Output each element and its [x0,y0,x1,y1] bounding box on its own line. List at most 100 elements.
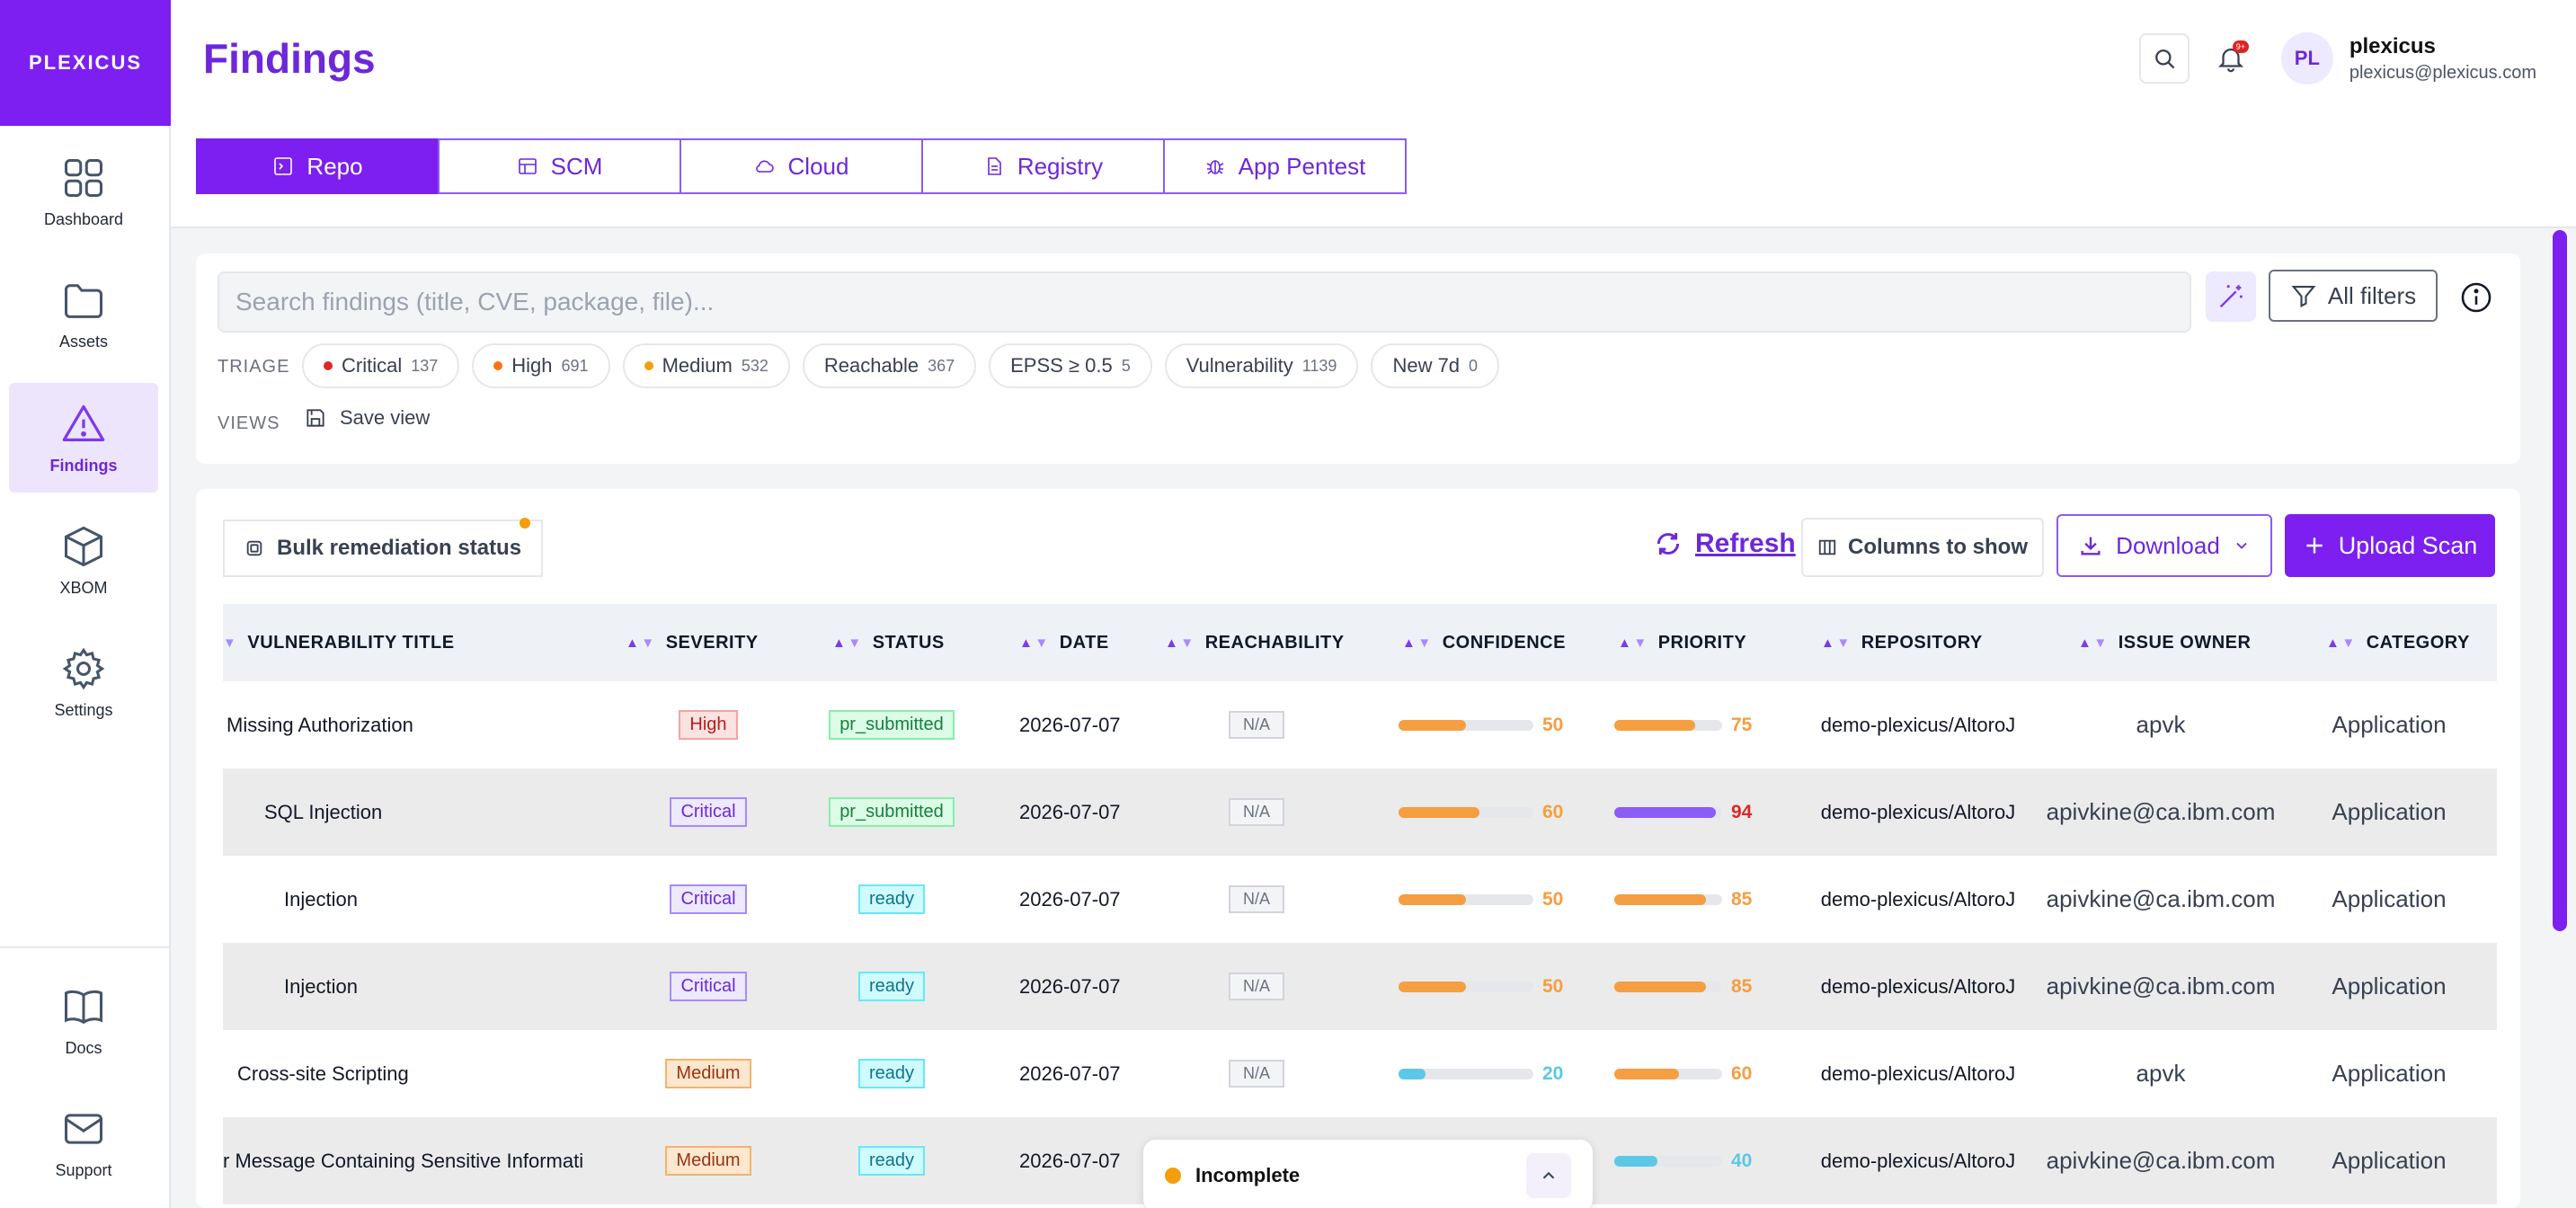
col-reachability[interactable]: ▲ ▼ REACHABILITY [1165,604,1345,681]
col-repository[interactable]: ▲ ▼ REPOSITORY [1821,604,1983,681]
tab-scm[interactable]: SCM [438,138,681,194]
cell-title[interactable]: r Message Containing Sensitive Informati [223,1117,582,1204]
cell-date: 2026-07-07 [1019,681,1145,768]
sort-icon[interactable]: ▲ ▼ [1821,635,1851,651]
upload-scan-button[interactable]: Upload Scan [2285,514,2495,577]
col-severity[interactable]: ▲ ▼ SEVERITY [626,604,759,681]
cell-priority: 75 [1614,681,1821,768]
sidebar-item-dashboard[interactable]: Dashboard [9,137,158,246]
sidebar-item-label: XBOM [59,578,108,597]
table-row[interactable]: Injection Critical ready 2026-07-07 N/A 50 85 d… [223,856,2497,943]
cell-repository[interactable]: demo-plexicus/AltoroJ [1801,856,2035,943]
info-icon[interactable] [2459,280,2493,315]
status-badge: ready [857,972,926,1001]
confidence-value: 20 [1542,1062,1564,1084]
ai-search-button[interactable] [2206,271,2256,322]
chip-vulnerability[interactable]: Vulnerability 1139 [1164,343,1359,388]
cell-date: 2026-07-07 [1019,943,1145,1030]
reachability-badge: N/A [1228,1060,1284,1088]
column-label: VULNERABILITY TITLE [247,632,455,653]
cell-priority: 94 [1614,768,1821,856]
sort-icon[interactable]: ▲ ▼ [2078,635,2108,651]
column-label: DATE [1059,632,1109,653]
user-name: plexicus [2349,33,2436,58]
sidebar-item-label: Support [55,1160,112,1179]
col-status[interactable]: ▲ ▼ STATUS [832,604,945,681]
sidebar-item-docs[interactable]: Docs [9,965,158,1075]
sidebar-item-xbom[interactable]: XBOM [9,505,158,615]
sort-icon[interactable]: ▼ [223,635,237,651]
plus-icon [2306,537,2323,554]
cell-title[interactable]: Missing Authorization [223,681,582,768]
col-issue-owner[interactable]: ▲ ▼ ISSUE OWNER [2078,604,2251,681]
col-category[interactable]: ▲ ▼ CATEGORY [2326,604,2470,681]
cell-repository[interactable]: demo-plexicus/AltoroJ [1801,768,2035,856]
save-view-button[interactable]: Save view [304,406,430,430]
sort-icon[interactable]: ▲ ▼ [832,635,862,651]
page-scrollbar[interactable] [2553,230,2567,931]
bulk-remediation-button[interactable]: Bulk remediation status [223,520,544,577]
table-row[interactable]: SQL Injection Critical pr_submitted 2026-07… [223,768,2497,856]
chip-count: 5 [1121,356,1131,375]
save-view-label: Save view [340,406,431,429]
sort-icon[interactable]: ▲ ▼ [1402,635,1432,651]
layers-icon [246,540,262,556]
status-badge: ready [857,1059,926,1088]
cell-status: ready [793,856,990,943]
refresh-button[interactable]: Refresh [1654,528,1796,559]
col-date[interactable]: ▲ ▼ DATE [1019,604,1109,681]
sort-icon[interactable]: ▲ ▼ [1019,635,1049,651]
chip-new-7d[interactable]: New 7d 0 [1371,343,1500,388]
chip-reachable[interactable]: Reachable 367 [802,343,977,388]
scan-status-popup[interactable]: Incomplete [1143,1140,1593,1208]
cell-title[interactable]: Injection [223,856,582,943]
expand-popup-button[interactable] [1526,1153,1571,1198]
column-label: CATEGORY [2366,632,2470,653]
sort-icon[interactable]: ▲ ▼ [626,635,655,651]
search-input[interactable]: Search findings (title, CVE, package, fi… [218,271,2191,333]
logo[interactable]: PLEXICUS [0,0,171,126]
table-row[interactable]: Injection Critical ready 2026-07-07 N/A 50 85 d… [223,943,2497,1030]
col-confidence[interactable]: ▲ ▼ CONFIDENCE [1402,604,1566,681]
tab-app-pentest[interactable]: App Pentest [1163,138,1407,194]
chip-critical[interactable]: Critical 137 [302,343,460,388]
global-search-button[interactable] [2138,33,2190,84]
cell-repository[interactable]: demo-plexicus/AltoroJ [1801,681,2035,768]
chip-high[interactable]: High 691 [472,343,610,388]
sort-icon[interactable]: ▲ ▼ [2326,635,2356,651]
cell-repository[interactable]: demo-plexicus/AltoroJ [1801,943,2035,1030]
avatar[interactable]: PL [2280,32,2333,84]
download-button[interactable]: Download [2056,514,2272,577]
cell-title[interactable]: SQL Injection [223,768,582,856]
cell-title[interactable]: Cross-site Scripting [223,1030,582,1117]
cell-repository[interactable]: demo-plexicus/AltoroJ [1801,1117,2035,1204]
cell-title[interactable]: Injection [223,943,582,1030]
columns-to-show-button[interactable]: Columns to show [1801,518,2044,577]
tab-cloud[interactable]: Cloud [680,138,923,194]
chip-count: 532 [741,356,768,375]
sort-icon[interactable]: ▲ ▼ [1618,635,1648,651]
chip-epss[interactable]: EPSS ≥ 0.5 5 [989,343,1152,388]
tab-repo[interactable]: Repo [196,138,440,194]
col-vulnerability-title[interactable]: ▼ VULNERABILITY TITLE [223,604,455,681]
sidebar-item-support[interactable]: Support [9,1088,158,1197]
sidebar-item-assets[interactable]: Assets [9,259,158,369]
all-filters-button[interactable]: All filters [2269,270,2438,322]
tab-registry[interactable]: Registry [921,138,1165,194]
sidebar-item-findings[interactable]: Findings [9,383,158,493]
repository-value: demo-plexicus/AltoroJ [1820,800,2016,823]
cell-repository[interactable]: demo-plexicus/AltoroJ [1801,1030,2035,1117]
col-priority[interactable]: ▲ ▼ PRIORITY [1618,604,1746,681]
table-row[interactable]: Cross-site Scripting Medium ready 2026-07-0… [223,1030,2497,1117]
all-filters-label: All filters [2327,281,2417,309]
severity-badge: Critical [670,972,747,1001]
sidebar-item-settings[interactable]: Settings [9,627,158,737]
sort-icon[interactable]: ▲ ▼ [1165,635,1195,651]
user-info[interactable]: plexicus plexicus@plexicus.com [2349,34,2536,84]
table-row[interactable]: Missing Authorization High pr_submitted 202… [223,681,2497,768]
chip-medium[interactable]: Medium 532 [622,343,790,388]
notifications-button[interactable]: 9+ [2206,33,2256,84]
severity-badge: Medium [665,1059,751,1088]
chip-label: High [511,354,553,377]
cell-date: 2026-07-07 [1019,1117,1145,1204]
